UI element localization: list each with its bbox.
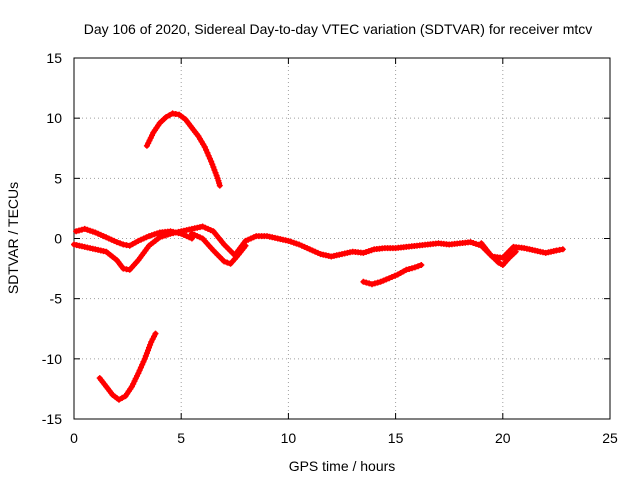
data-point	[117, 240, 124, 247]
data-point	[360, 278, 367, 285]
data-point	[415, 263, 422, 270]
data-point	[159, 233, 166, 240]
data-point	[224, 259, 231, 266]
x-tick-label: 15	[388, 430, 404, 446]
data-point	[377, 278, 384, 285]
data-point	[221, 258, 228, 265]
data-point	[209, 161, 216, 168]
data-point	[409, 265, 415, 272]
chart-title: Day 106 of 2020, Sidereal Day-to-day VTE…	[84, 21, 593, 37]
x-tick-label: 0	[70, 430, 78, 446]
data-point	[203, 146, 210, 153]
data-point	[141, 355, 148, 362]
data-marks	[71, 110, 566, 403]
data-point	[369, 281, 375, 288]
data-point	[213, 172, 220, 179]
data-point	[152, 330, 159, 337]
y-tick-label: -5	[50, 291, 63, 307]
data-point	[73, 228, 80, 235]
data-point	[188, 230, 195, 237]
data-point	[406, 266, 413, 272]
data-point	[145, 347, 151, 354]
data-point	[380, 277, 387, 284]
series-track-c	[188, 230, 249, 267]
data-point	[371, 280, 378, 287]
data-point	[163, 114, 170, 120]
data-point	[411, 264, 418, 271]
series-arc-upper	[143, 110, 223, 189]
data-point	[81, 225, 88, 232]
data-point	[210, 164, 217, 171]
y-tick-label: -15	[42, 411, 62, 427]
data-point	[147, 341, 154, 348]
data-point	[208, 158, 215, 165]
y-tick-label: 15	[46, 50, 62, 66]
data-point	[559, 246, 566, 253]
data-point	[113, 239, 120, 246]
data-point	[403, 266, 410, 273]
series-arc-lower	[96, 330, 159, 403]
y-tick-label: 5	[54, 170, 62, 186]
x-tick-label: 5	[177, 430, 185, 446]
data-point	[211, 166, 218, 173]
data-point	[242, 242, 249, 249]
data-point	[389, 274, 395, 280]
data-point	[512, 248, 519, 255]
series-track-a	[73, 225, 195, 249]
series-track-b	[71, 223, 566, 273]
data-point	[78, 226, 85, 233]
data-point	[142, 353, 149, 359]
grid	[74, 58, 610, 419]
x-axis-label: GPS time / hours	[289, 458, 396, 474]
data-point	[151, 231, 158, 238]
ticks: 0 5 10 15 20 25 -15 -10 -5 0 5 10 15	[42, 50, 618, 446]
y-tick-label: 10	[46, 110, 62, 126]
data-point	[247, 235, 254, 242]
y-tick-label: 0	[54, 231, 62, 247]
data-point	[216, 182, 223, 189]
data-point	[95, 230, 102, 237]
data-point	[363, 279, 370, 286]
data-point	[418, 262, 425, 268]
data-point	[143, 350, 150, 357]
data-point	[111, 237, 118, 244]
data-point	[383, 276, 390, 283]
data-point	[119, 394, 126, 401]
series-track-e	[478, 240, 519, 268]
data-point	[212, 169, 219, 176]
data-point	[116, 396, 122, 403]
data-point	[166, 112, 173, 119]
data-point	[204, 149, 211, 156]
y-axis-label: SDTVAR / TECUs	[5, 182, 21, 294]
data-point	[366, 280, 373, 287]
series-track-d	[360, 262, 425, 288]
data-point	[205, 152, 212, 159]
data-point	[87, 227, 94, 234]
x-tick-label: 10	[281, 430, 297, 446]
data-point	[136, 367, 143, 374]
x-tick-label: 20	[495, 430, 511, 446]
y-tick-label: -10	[42, 351, 62, 367]
data-point	[374, 279, 381, 286]
data-point	[391, 272, 398, 279]
data-point	[386, 275, 393, 282]
x-tick-label: 25	[602, 430, 618, 446]
data-point	[146, 344, 152, 351]
data-point	[76, 227, 82, 234]
